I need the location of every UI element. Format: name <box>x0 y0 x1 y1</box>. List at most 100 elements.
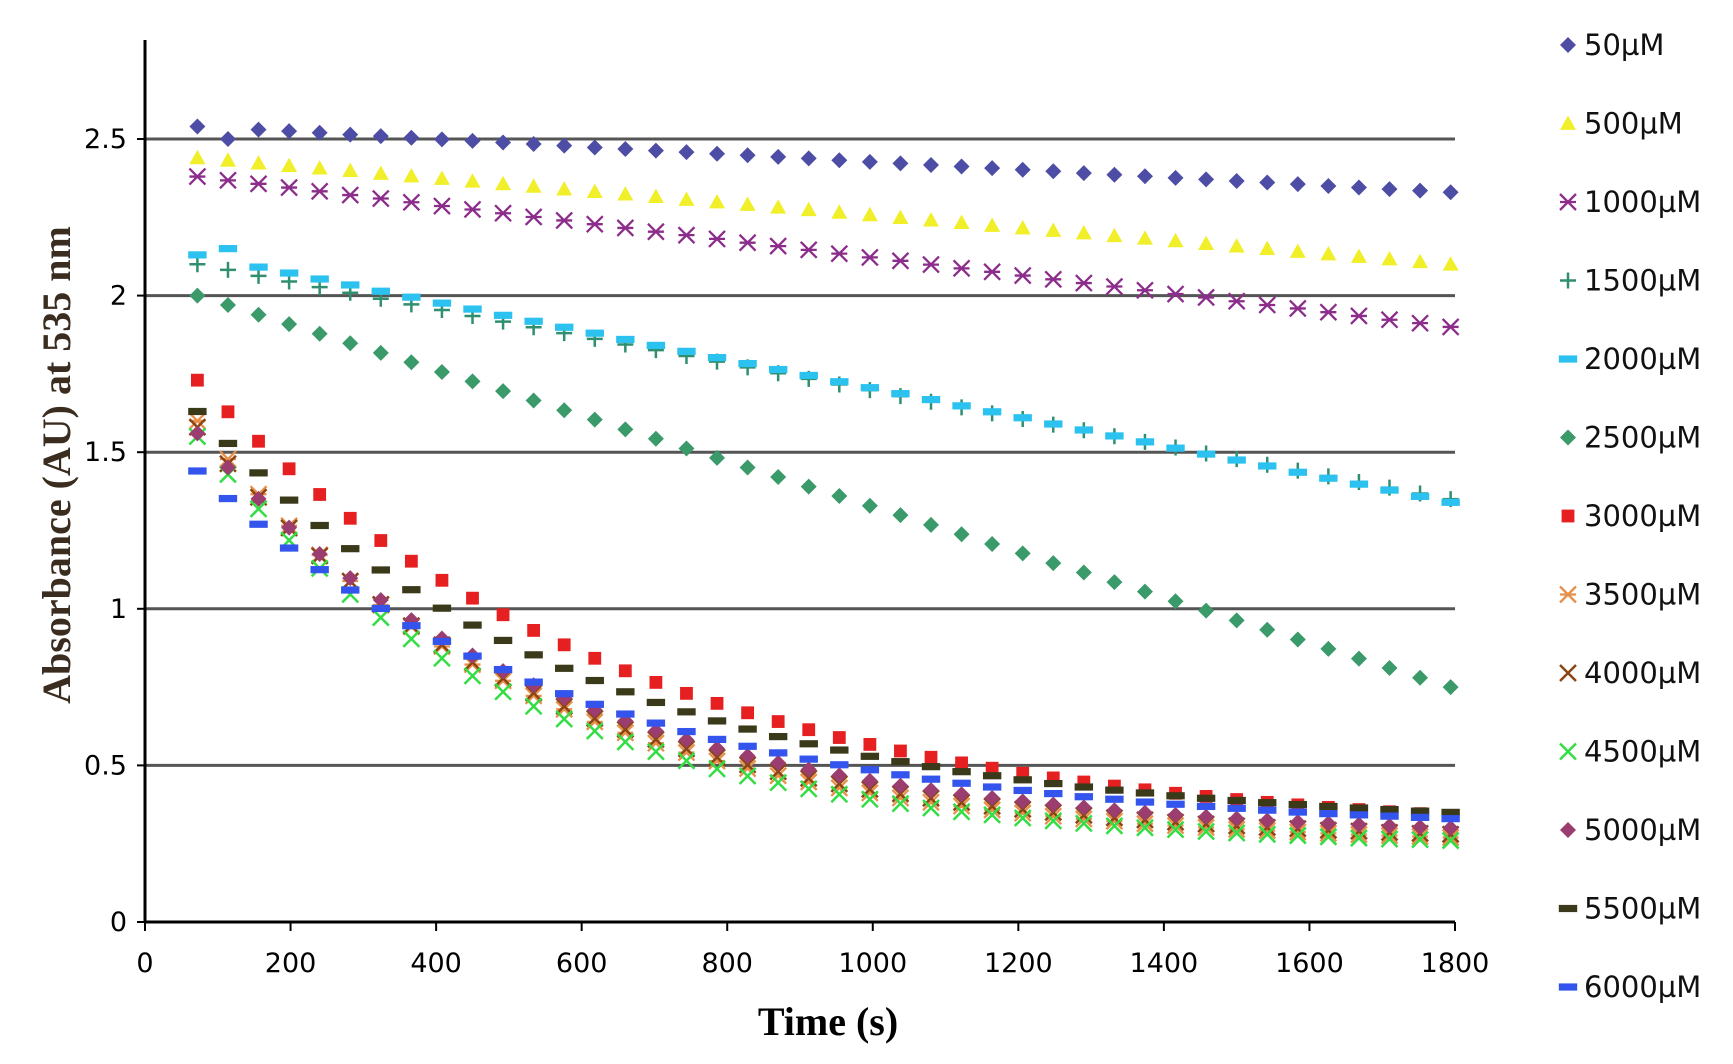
data-point <box>219 261 236 278</box>
data-point <box>892 777 909 794</box>
data-point <box>1258 462 1277 470</box>
data-point <box>1196 450 1216 458</box>
data-point <box>707 717 727 725</box>
data-point <box>249 520 268 528</box>
data-point <box>1196 794 1216 802</box>
data-point <box>1105 432 1124 440</box>
data-point <box>524 678 543 686</box>
x-tick-label: 200 <box>265 948 317 979</box>
data-point <box>738 359 757 368</box>
data-point <box>218 494 238 503</box>
data-point <box>647 742 665 761</box>
data-point <box>860 790 879 809</box>
series-5000µM <box>189 425 1459 837</box>
data-point <box>1288 299 1307 318</box>
legend-marker <box>1560 115 1576 130</box>
data-point <box>464 132 481 149</box>
data-point <box>524 317 543 325</box>
data-point <box>463 200 482 219</box>
data-point <box>617 421 634 438</box>
x-tick-label: 800 <box>701 948 753 979</box>
data-point <box>189 287 206 304</box>
data-point <box>556 137 573 154</box>
data-point <box>1350 650 1367 667</box>
data-point <box>281 157 298 173</box>
data-point <box>313 488 327 501</box>
data-point <box>646 698 666 707</box>
data-point <box>677 751 696 770</box>
data-point <box>495 175 512 191</box>
data-point <box>1258 825 1277 844</box>
data-point <box>739 459 756 476</box>
data-point <box>464 373 481 390</box>
data-point <box>799 780 818 798</box>
data-point <box>1381 659 1398 676</box>
data-point <box>1044 420 1063 428</box>
data-point <box>1135 798 1155 806</box>
data-point <box>250 155 267 170</box>
data-point <box>678 191 695 206</box>
data-point <box>952 259 971 278</box>
data-point <box>678 144 695 161</box>
data-point <box>432 637 452 645</box>
data-point <box>1381 817 1398 834</box>
data-point <box>282 462 296 476</box>
data-point <box>372 128 389 145</box>
data-point <box>219 152 236 167</box>
data-point <box>830 785 849 804</box>
data-point <box>924 750 938 764</box>
legend-label: 2500µM <box>1584 421 1701 455</box>
data-point <box>219 131 236 147</box>
data-point <box>830 244 849 263</box>
data-point <box>189 118 206 135</box>
data-point <box>1319 474 1338 482</box>
legend-label: 3000µM <box>1584 499 1701 533</box>
data-point <box>1441 828 1460 847</box>
data-point <box>191 373 204 387</box>
data-point <box>1075 224 1092 240</box>
y-tick-label: 0 <box>110 907 127 938</box>
data-point <box>1349 804 1369 812</box>
data-point <box>1410 813 1430 821</box>
data-point <box>221 405 235 419</box>
data-point <box>371 604 390 613</box>
data-point <box>1259 174 1276 191</box>
legend-label: 3500µM <box>1584 578 1701 612</box>
data-point <box>1380 826 1399 845</box>
series-1000µM <box>188 167 1460 336</box>
data-point <box>1228 172 1245 189</box>
data-point <box>892 209 909 225</box>
data-point <box>1014 545 1031 562</box>
y-tick-label: 1.5 <box>84 437 127 468</box>
data-point <box>741 706 754 720</box>
data-point <box>768 749 788 757</box>
data-point <box>1166 444 1185 452</box>
data-point <box>1289 631 1306 648</box>
data-point <box>1380 486 1399 494</box>
data-point <box>678 732 695 749</box>
y-tick-label: 2 <box>110 281 127 312</box>
data-point <box>1198 602 1215 619</box>
data-point <box>188 167 207 186</box>
data-point <box>953 526 970 543</box>
data-point <box>952 779 971 787</box>
data-point <box>1288 826 1307 845</box>
data-point <box>770 199 787 214</box>
data-point <box>799 371 818 380</box>
data-point <box>433 197 451 215</box>
data-point <box>860 766 880 774</box>
data-point <box>984 160 1001 177</box>
data-point <box>768 365 788 374</box>
data-point <box>923 156 939 173</box>
data-point <box>1319 810 1338 818</box>
gridlines <box>145 137 1455 767</box>
data-point <box>1227 824 1246 842</box>
data-point <box>466 591 479 605</box>
data-point <box>1075 564 1092 581</box>
data-point <box>524 208 543 226</box>
data-point <box>617 186 634 201</box>
legend-label: 1500µM <box>1584 264 1701 298</box>
data-point <box>586 183 603 199</box>
data-point <box>1135 789 1155 797</box>
legend-marker <box>1560 822 1576 838</box>
